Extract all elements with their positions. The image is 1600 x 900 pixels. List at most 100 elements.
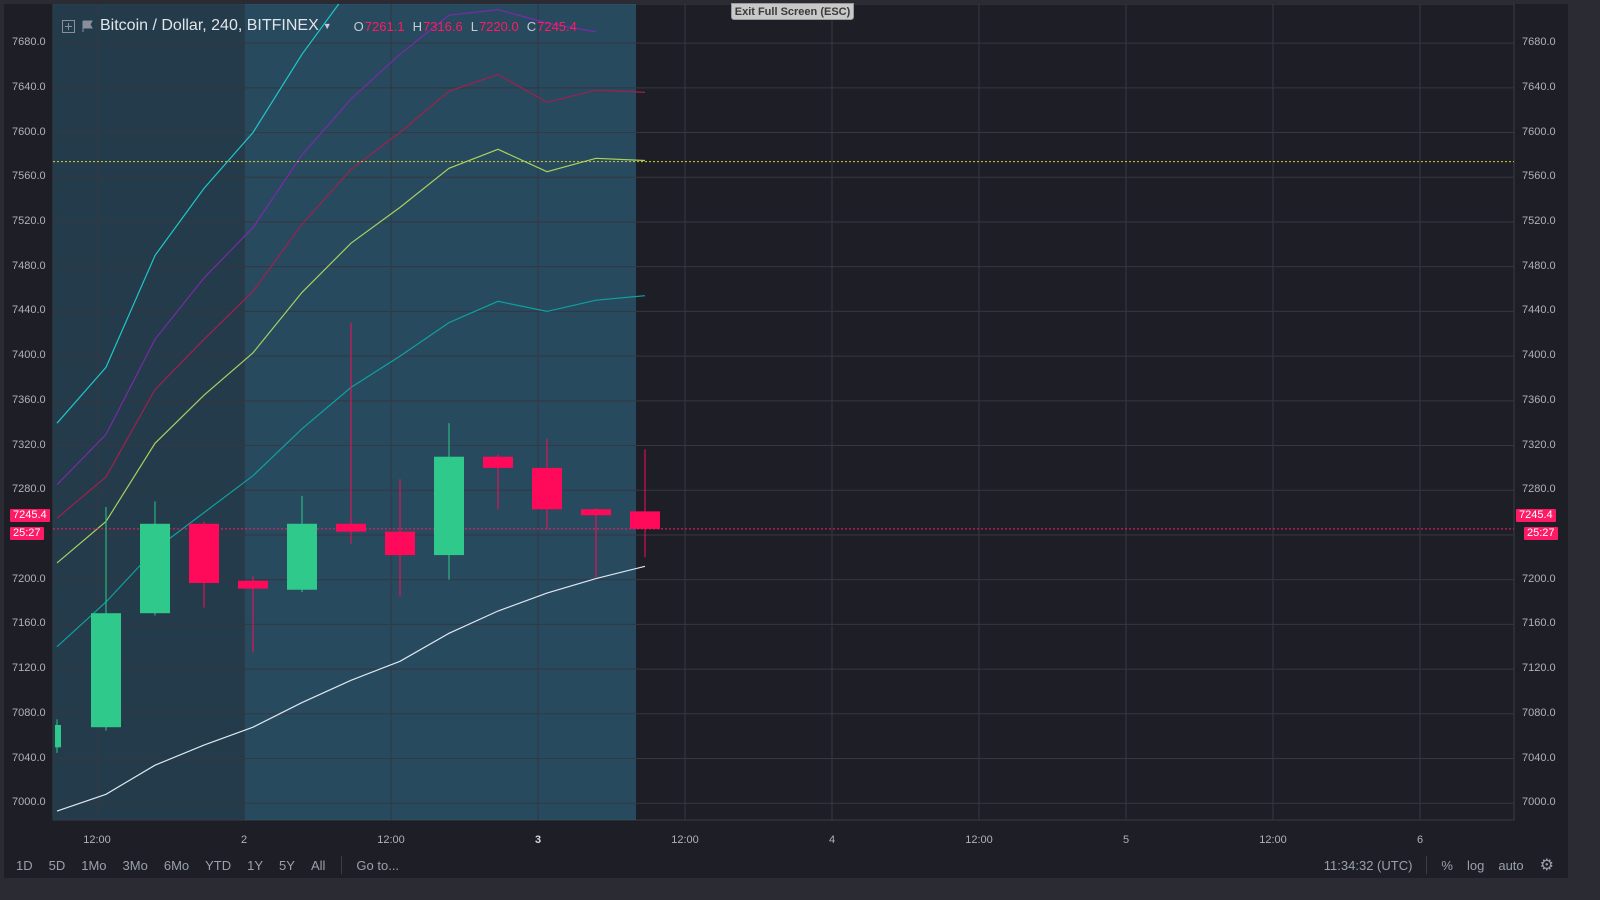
price-tick-label-right: 7480.0 xyxy=(1522,259,1556,272)
chevron-down-icon[interactable]: ▼ xyxy=(322,21,332,31)
range-5y-button[interactable]: 5Y xyxy=(279,857,295,873)
price-tick-label-right: 7320.0 xyxy=(1522,438,1556,451)
session-highlight xyxy=(53,4,636,820)
low-key: L xyxy=(470,18,478,34)
bottom-toolbar: 1D 5D 1Mo 3Mo 6Mo YTD 1Y 5Y All Go to...… xyxy=(4,852,1568,878)
indicator-line-2 xyxy=(56,73,646,519)
range-5d-button[interactable]: 5D xyxy=(48,857,66,873)
price-tick-label-right: 7600.0 xyxy=(1522,125,1556,138)
add-symbol-icon[interactable] xyxy=(62,19,75,33)
time-tick-label: 12:00 xyxy=(83,834,111,846)
high-key: H xyxy=(412,18,422,34)
gear-icon[interactable]: ⚙ xyxy=(1539,857,1554,874)
price-tick-label-right: 7160.0 xyxy=(1522,617,1556,630)
price-tick-label-left: 7120.0 xyxy=(12,662,46,675)
right-controls: 11:34:32 (UTC) % log auto ⚙ xyxy=(1324,852,1554,878)
price-tick-label-left: 7040.0 xyxy=(12,751,46,764)
time-tick-label: 4 xyxy=(828,834,836,846)
close-key: C xyxy=(526,18,537,34)
candle-body-2 xyxy=(140,523,170,614)
price-tick-label-left: 7000.0 xyxy=(12,796,46,809)
price-tick-label-right: 7280.0 xyxy=(1522,483,1556,496)
range-1mo-button[interactable]: 1Mo xyxy=(81,857,107,873)
utc-clock[interactable]: 11:34:32 (UTC) xyxy=(1323,857,1413,873)
high-value: 7316.6 xyxy=(422,18,463,34)
candle-body-8 xyxy=(434,456,464,556)
toolbar-divider xyxy=(341,856,343,874)
price-tick-label-left: 7600.0 xyxy=(12,125,46,138)
open-value: 7261.1 xyxy=(364,18,405,34)
price-tick-label-left: 7440.0 xyxy=(12,304,46,317)
range-1d-button[interactable]: 1D xyxy=(16,857,33,873)
price-tick-label-left: 7520.0 xyxy=(12,214,46,227)
price-tick-label-left: 7360.0 xyxy=(12,393,46,406)
candle-body-3 xyxy=(189,523,219,584)
candle-body-6 xyxy=(336,523,366,532)
price-tick-label-right: 7640.0 xyxy=(1522,80,1556,93)
chart-canvas[interactable] xyxy=(4,4,1568,878)
price-tick-label-left: 7160.0 xyxy=(12,617,46,630)
range-6mo-button[interactable]: 6Mo xyxy=(163,857,190,873)
price-tick-label-right: 7560.0 xyxy=(1522,170,1556,183)
candle-body-4 xyxy=(238,580,268,589)
price-tick-label-left: 7320.0 xyxy=(12,438,46,451)
goto-button[interactable]: Go to... xyxy=(356,857,400,873)
range-1y-button[interactable]: 1Y xyxy=(247,857,264,873)
candle-body-0 xyxy=(55,724,61,748)
low-value: 7220.0 xyxy=(478,18,519,34)
percent-scale-toggle[interactable]: % xyxy=(1441,857,1453,873)
time-tick-label: 5 xyxy=(1122,834,1130,846)
price-tick-label-right: 7400.0 xyxy=(1522,349,1556,362)
price-tick-label-right: 7520.0 xyxy=(1522,214,1556,227)
auto-scale-toggle[interactable]: auto xyxy=(1498,857,1524,873)
price-tick-label-left: 7680.0 xyxy=(12,36,46,49)
range-ytd-button[interactable]: YTD xyxy=(205,857,232,873)
price-tick-label-left: 7280.0 xyxy=(12,483,46,496)
price-tick-label-right: 7360.0 xyxy=(1522,393,1556,406)
candle-body-1 xyxy=(91,613,121,728)
price-tick-label-left: 7080.0 xyxy=(12,706,46,719)
toolbar-divider xyxy=(1426,856,1428,874)
candle-body-10 xyxy=(532,467,562,510)
indicator-line-3 xyxy=(56,148,646,564)
session-shade xyxy=(53,4,245,820)
price-tick-label-right: 7680.0 xyxy=(1522,36,1556,49)
range-all-button[interactable]: All xyxy=(310,857,326,873)
flag-icon[interactable] xyxy=(81,20,94,33)
candle-body-9 xyxy=(483,456,513,468)
log-scale-toggle[interactable]: log xyxy=(1466,857,1485,873)
close-value: 7245.4 xyxy=(537,18,577,34)
chart-legend: Bitcoin / Dollar, 240, BITFINEX ▼ O 7261… xyxy=(62,16,577,36)
time-tick-label: 6 xyxy=(1416,834,1424,846)
exit-fullscreen-button[interactable]: Exit Full Screen (ESC) xyxy=(731,3,854,20)
candle-body-12 xyxy=(630,511,660,529)
price-tick-label-right: 7200.0 xyxy=(1522,572,1556,585)
price-tick-label-right: 7040.0 xyxy=(1522,751,1556,764)
price-tick-label-left: 7400.0 xyxy=(12,349,46,362)
candle-body-11 xyxy=(581,509,611,516)
candle-body-5 xyxy=(287,523,317,590)
current-price-badge-right: 7245.4 xyxy=(1516,509,1556,522)
time-tick-label: 2 xyxy=(240,834,248,846)
chart-frame[interactable]: Bitcoin / Dollar, 240, BITFINEX ▼ O 7261… xyxy=(4,3,1568,878)
time-tick-label: 12:00 xyxy=(671,834,699,846)
time-tick-label: 12:00 xyxy=(377,834,405,846)
time-tick-label: 12:00 xyxy=(965,834,993,846)
candle-body-7 xyxy=(385,531,415,556)
price-tick-label-right: 7080.0 xyxy=(1522,706,1556,719)
time-tick-label: 12:00 xyxy=(1259,834,1287,846)
price-tick-label-right: 7440.0 xyxy=(1522,304,1556,317)
time-tick-label: 3 xyxy=(534,834,542,846)
price-tick-label-left: 7640.0 xyxy=(12,80,46,93)
indicator-line-1 xyxy=(56,8,597,486)
symbol-title[interactable]: Bitcoin / Dollar, 240, BITFINEX xyxy=(100,17,319,34)
indicator-line-5 xyxy=(56,565,646,812)
indicator-line-0 xyxy=(56,4,340,424)
price-tick-label-left: 7200.0 xyxy=(12,572,46,585)
price-tick-label-right: 7000.0 xyxy=(1522,796,1556,809)
countdown-badge-left: 25:27 xyxy=(10,527,44,540)
range-3mo-button[interactable]: 3Mo xyxy=(122,857,148,873)
price-tick-label-left: 7560.0 xyxy=(12,170,46,183)
open-key: O xyxy=(353,18,364,34)
current-price-badge-left: 7245.4 xyxy=(10,509,50,522)
